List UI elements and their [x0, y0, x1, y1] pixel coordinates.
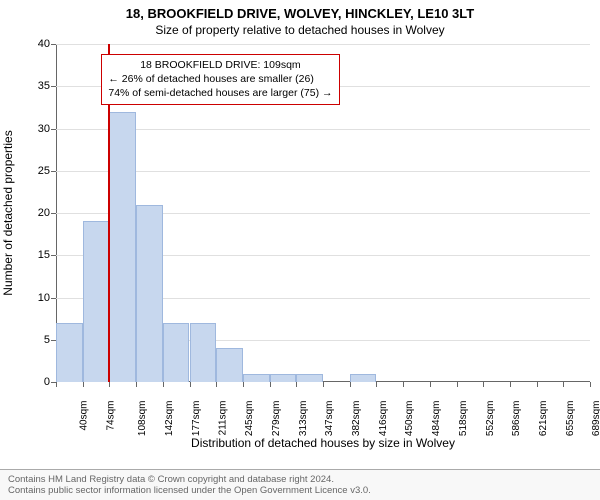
- ytick-label: 15: [26, 249, 50, 261]
- ytick-label: 35: [26, 80, 50, 92]
- xtick-label: 552sqm: [485, 401, 496, 437]
- plot-area: 051015202530354040sqm74sqm108sqm142sqm17…: [56, 44, 590, 382]
- ytick-label: 20: [26, 207, 50, 219]
- histogram-bar: [163, 323, 190, 382]
- xtick-label: 621sqm: [538, 401, 549, 437]
- footer: Contains HM Land Registry data © Crown c…: [0, 469, 600, 500]
- histogram-bar: [270, 374, 297, 382]
- ytick-label: 5: [26, 334, 50, 346]
- ytick-label: 10: [26, 292, 50, 304]
- xtick-label: 689sqm: [591, 401, 600, 437]
- histogram-bar: [243, 374, 270, 382]
- xtick-label: 313sqm: [298, 401, 309, 437]
- annotation-line: 18 BROOKFIELD DRIVE: 109sqm: [108, 58, 332, 72]
- xtick-label: 177sqm: [191, 401, 202, 437]
- xtick-label: 279sqm: [271, 401, 282, 437]
- gridline: [56, 44, 590, 45]
- y-axis-title: Number of detached properties: [1, 130, 15, 295]
- xtick-label: 518sqm: [458, 401, 469, 437]
- ytick-label: 40: [26, 38, 50, 50]
- histogram-bar: [190, 323, 217, 382]
- xtick-label: 347sqm: [324, 401, 335, 437]
- footer-line2: Contains public sector information licen…: [8, 485, 592, 496]
- histogram-bar: [109, 112, 136, 382]
- xtick-label: 211sqm: [217, 401, 228, 436]
- footer-line1: Contains HM Land Registry data © Crown c…: [8, 474, 592, 485]
- xtick-label: 74sqm: [105, 401, 116, 431]
- xtick-label: 108sqm: [137, 401, 148, 437]
- chart-container: 18, BROOKFIELD DRIVE, WOLVEY, HINCKLEY, …: [0, 0, 600, 500]
- xtick-label: 416sqm: [378, 401, 389, 437]
- histogram-bar: [350, 374, 377, 382]
- histogram-bar: [56, 323, 83, 382]
- xtick-label: 655sqm: [565, 401, 576, 437]
- xtick-label: 245sqm: [244, 401, 255, 437]
- gridline: [56, 171, 590, 172]
- histogram-bar: [136, 205, 163, 382]
- chart-title: 18, BROOKFIELD DRIVE, WOLVEY, HINCKLEY, …: [0, 6, 600, 21]
- ytick-label: 0: [26, 376, 50, 388]
- xtick-label: 450sqm: [404, 401, 415, 437]
- xtick-label: 586sqm: [511, 401, 522, 437]
- x-axis-title: Distribution of detached houses by size …: [56, 436, 590, 450]
- xtick-label: 484sqm: [431, 401, 442, 437]
- xtick-label: 40sqm: [79, 401, 90, 431]
- annotation-box: 18 BROOKFIELD DRIVE: 109sqm← 26% of deta…: [101, 54, 339, 105]
- histogram-bar: [83, 221, 110, 382]
- ytick-label: 30: [26, 123, 50, 135]
- histogram-bar: [296, 374, 323, 382]
- chart-subtitle: Size of property relative to detached ho…: [0, 23, 600, 37]
- annotation-line: 74% of semi-detached houses are larger (…: [108, 86, 332, 100]
- xtick-label: 382sqm: [351, 401, 362, 437]
- annotation-line: ← 26% of detached houses are smaller (26…: [108, 72, 332, 86]
- histogram-bar: [216, 348, 243, 382]
- ytick-label: 25: [26, 165, 50, 177]
- xtick-label: 142sqm: [164, 401, 175, 437]
- gridline: [56, 129, 590, 130]
